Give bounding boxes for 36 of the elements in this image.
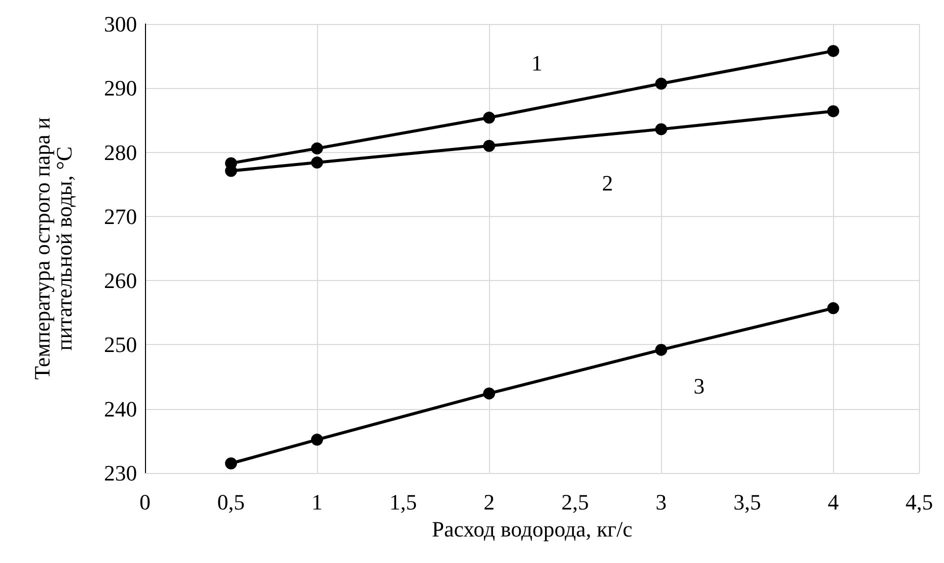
- x-tick-label: 3,5: [733, 490, 761, 514]
- x-tick-label: 0,5: [217, 490, 245, 514]
- annotation: 3: [694, 373, 705, 398]
- x-tick-label: 4,5: [906, 490, 933, 514]
- y-tick-label: 240: [104, 396, 137, 422]
- point: [311, 142, 324, 154]
- x-tick-label: 1,5: [389, 490, 417, 514]
- point: [311, 156, 324, 169]
- y-axis-title: Температура острого пара и питательной воды, °C: [30, 117, 76, 380]
- x-axis-title: Расход водорода, кг/с: [432, 516, 633, 542]
- point: [483, 387, 496, 400]
- x-tick-label: 3: [656, 490, 667, 514]
- point: [655, 123, 668, 136]
- point: [483, 112, 496, 124]
- y-tick-label: 290: [104, 76, 137, 101]
- y-tick-label: 270: [104, 204, 137, 229]
- y-tick-label: 260: [104, 268, 137, 294]
- x-tick-label: 0: [140, 490, 150, 514]
- y-tick-label: 230: [104, 460, 137, 486]
- y-tick-label: 250: [104, 332, 137, 358]
- point: [827, 302, 840, 314]
- point: [655, 78, 668, 90]
- point: [827, 105, 840, 118]
- x-tick-label: 1: [312, 490, 323, 514]
- point: [827, 44, 840, 57]
- annotation: 2: [602, 170, 613, 196]
- x-tick-label: 2,5: [561, 490, 589, 514]
- annotation: 1: [531, 50, 542, 76]
- x-tick-label: 2: [484, 490, 495, 514]
- point: [225, 457, 238, 470]
- point: [483, 140, 496, 152]
- point: [311, 434, 324, 446]
- y-tick-label: 300: [104, 12, 137, 36]
- point: [655, 344, 668, 356]
- x-tick-label: 4: [828, 490, 839, 514]
- y-tick-label: 280: [104, 140, 137, 165]
